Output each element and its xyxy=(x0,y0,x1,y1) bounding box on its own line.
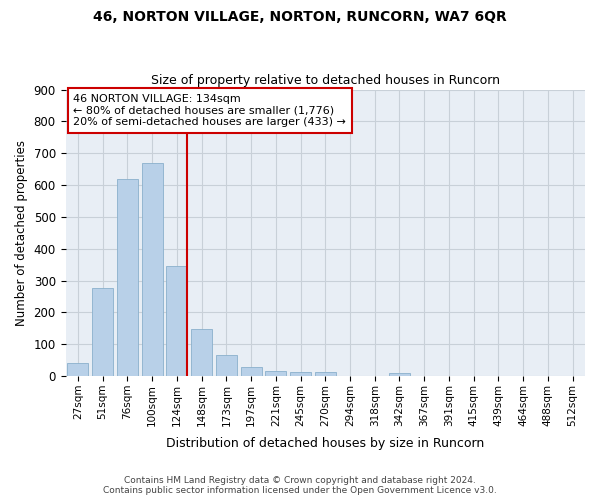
Bar xyxy=(389,373,410,376)
Bar xyxy=(241,366,262,376)
Bar xyxy=(117,178,138,376)
Y-axis label: Number of detached properties: Number of detached properties xyxy=(15,140,28,326)
Title: Size of property relative to detached houses in Runcorn: Size of property relative to detached ho… xyxy=(151,74,500,87)
Bar xyxy=(290,372,311,376)
Bar xyxy=(67,363,88,376)
Text: 46 NORTON VILLAGE: 134sqm
← 80% of detached houses are smaller (1,776)
20% of se: 46 NORTON VILLAGE: 134sqm ← 80% of detac… xyxy=(73,94,346,127)
Text: Contains HM Land Registry data © Crown copyright and database right 2024.
Contai: Contains HM Land Registry data © Crown c… xyxy=(103,476,497,495)
Bar xyxy=(216,355,237,376)
Text: 46, NORTON VILLAGE, NORTON, RUNCORN, WA7 6QR: 46, NORTON VILLAGE, NORTON, RUNCORN, WA7… xyxy=(93,10,507,24)
Bar xyxy=(92,288,113,376)
Bar xyxy=(315,372,336,376)
Bar xyxy=(191,329,212,376)
X-axis label: Distribution of detached houses by size in Runcorn: Distribution of detached houses by size … xyxy=(166,437,484,450)
Bar xyxy=(142,164,163,376)
Bar xyxy=(265,372,286,376)
Bar xyxy=(166,266,187,376)
